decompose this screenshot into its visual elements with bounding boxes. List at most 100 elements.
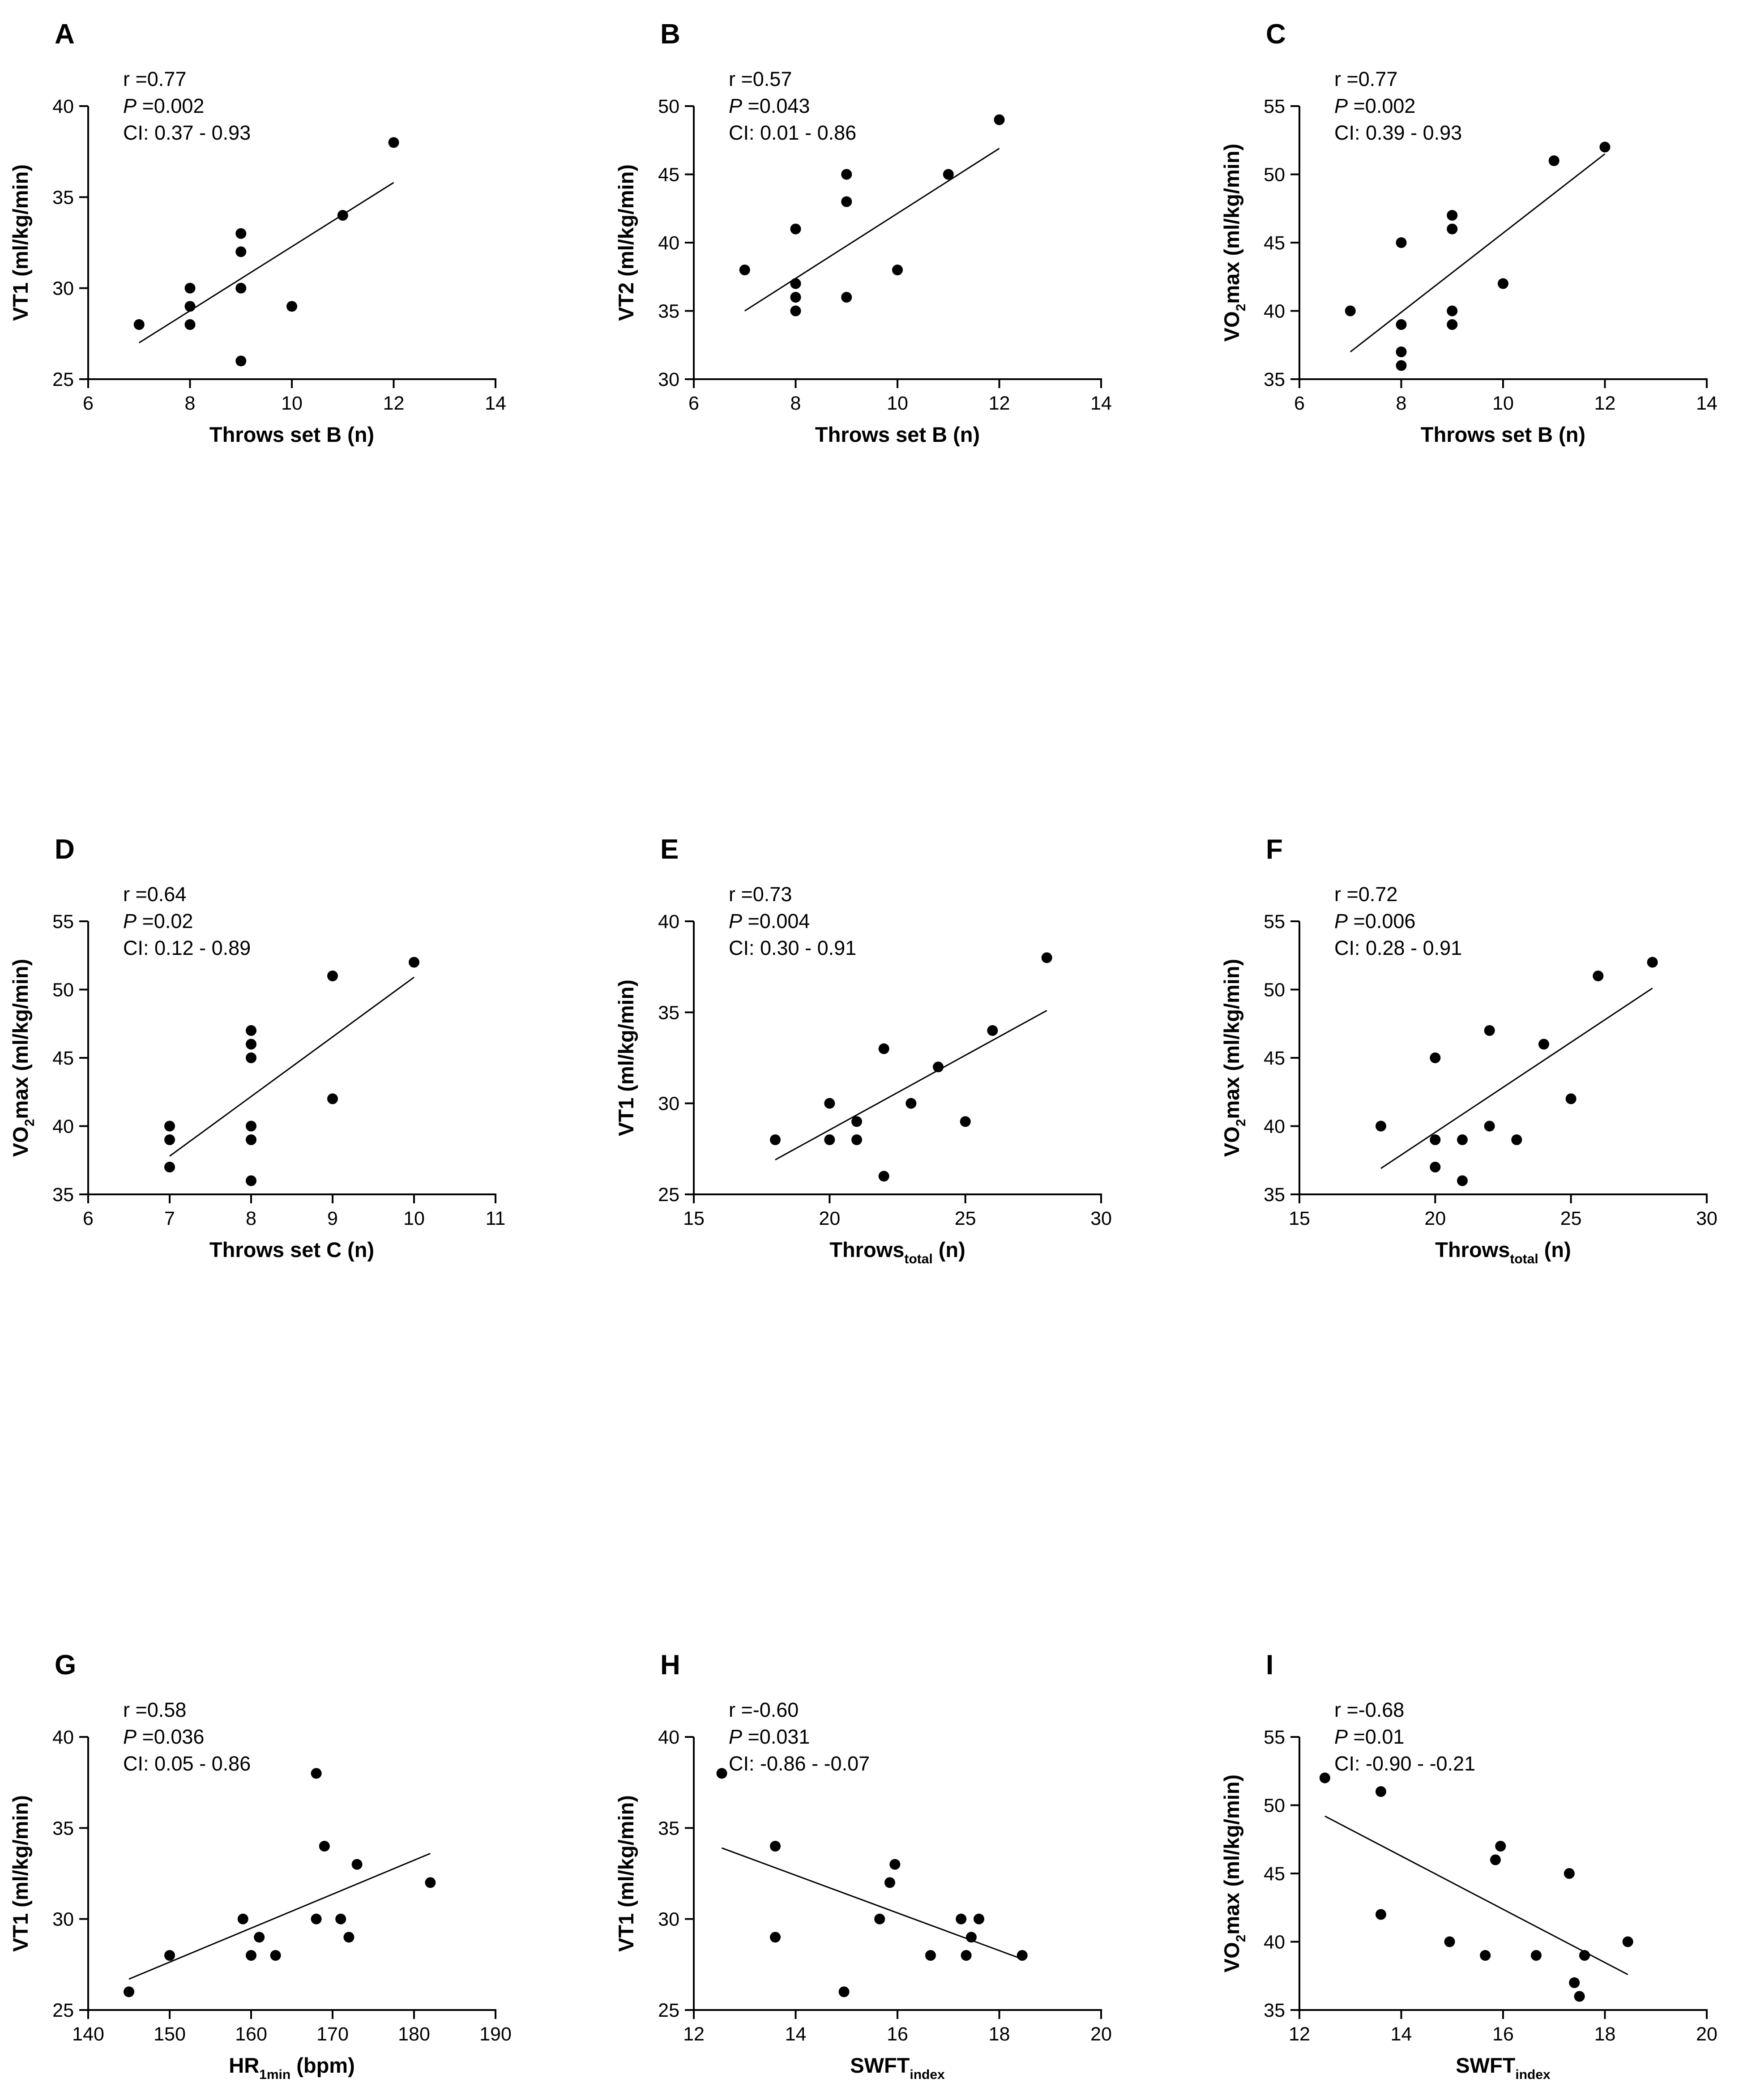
x-axis-label: Throws set B (n)	[815, 423, 980, 446]
y-tick-label: 35	[52, 1184, 74, 1206]
x-tick-label: 10	[887, 393, 908, 414]
data-point	[892, 265, 903, 275]
data-point	[851, 1134, 862, 1145]
data-point	[841, 292, 852, 303]
x-tick-label: 14	[1090, 393, 1112, 414]
x-tick-label: 15	[683, 1208, 705, 1229]
data-point	[1569, 1977, 1580, 1988]
panel-letter: H	[660, 1650, 680, 1681]
data-point	[1484, 1121, 1495, 1132]
y-axis-label: VO2max (ml/kg/min)	[1220, 1775, 1248, 1972]
regression-line	[775, 1009, 1047, 1161]
x-tick-label: 6	[1294, 393, 1305, 414]
data-point	[956, 1913, 967, 1925]
regression-line	[1350, 153, 1606, 353]
y-tick-label: 25	[658, 1184, 679, 1206]
data-point	[960, 1116, 971, 1127]
data-point	[824, 1098, 835, 1109]
panel-d: Dr =0.64 P =0.02 CI: 0.12 - 0.89 35 40 45 50 55…	[9, 834, 505, 1262]
data-point	[335, 1913, 346, 1925]
data-point	[164, 1950, 175, 1961]
x-tick-label: 18	[1594, 2023, 1616, 2045]
stat-r: r =0.77	[123, 68, 186, 90]
data-point	[409, 957, 419, 968]
data-point	[824, 1134, 835, 1145]
x-tick-label: 12	[989, 393, 1010, 414]
x-tick-label: 170	[316, 2023, 349, 2045]
panel-letter: C	[1266, 19, 1286, 50]
data-point	[987, 1025, 998, 1036]
stat-p: P =0.004	[729, 910, 810, 932]
stat-p: P =0.01	[1334, 1725, 1404, 1748]
y-tick-label: 55	[1264, 96, 1285, 117]
y-tick-label: 40	[658, 232, 679, 254]
x-tick-label: 12	[1289, 2023, 1310, 2045]
x-tick-label: 7	[164, 1208, 175, 1229]
data-point	[1430, 1162, 1441, 1172]
stat-p: P =0.002	[1334, 94, 1415, 117]
data-point	[1396, 237, 1407, 248]
data-point	[1579, 1950, 1590, 1961]
data-point	[1647, 957, 1658, 968]
y-tick-label: 35	[52, 187, 74, 208]
data-point	[246, 1175, 256, 1186]
x-tick-label: 25	[1560, 1208, 1582, 1229]
stat-r: r =0.77	[1334, 68, 1397, 90]
data-point	[164, 1121, 175, 1132]
data-point	[1511, 1134, 1522, 1145]
x-tick-label: 150	[154, 2023, 186, 2045]
x-tick-label: 8	[246, 1208, 256, 1229]
data-point	[884, 1877, 895, 1888]
y-tick-label: 35	[658, 1818, 679, 1839]
x-tick-label: 25	[955, 1208, 976, 1229]
data-point	[974, 1913, 984, 1925]
panel-a: Ar =0.77 P =0.002 CI: 0.37 - 0.93 25 30 35 40 6…	[9, 19, 506, 446]
stat-ci: CI: 0.39 - 0.93	[1334, 121, 1462, 144]
y-tick-label: 25	[52, 2000, 74, 2021]
regression-line	[722, 1847, 1023, 1960]
x-axis-label: SWFTindex	[850, 2053, 945, 2082]
data-point	[965, 1932, 977, 1943]
data-point	[1447, 305, 1458, 316]
data-point	[790, 305, 801, 316]
data-point	[1376, 1786, 1386, 1797]
panel-letter: A	[55, 19, 75, 50]
data-point	[343, 1932, 355, 1943]
x-tick-label: 30	[1696, 1208, 1717, 1229]
y-tick-label: 25	[52, 369, 74, 390]
x-tick-label: 9	[327, 1208, 338, 1229]
x-tick-label: 12	[1594, 393, 1616, 414]
x-axis-label: HR1min (bpm)	[229, 2053, 355, 2082]
data-point	[351, 1859, 363, 1870]
y-tick-label: 30	[658, 1093, 679, 1115]
data-point	[311, 1768, 322, 1779]
y-tick-label: 45	[1264, 1048, 1285, 1069]
data-point	[878, 1171, 889, 1182]
data-point	[961, 1950, 972, 1961]
y-tick-label: 30	[52, 1909, 74, 1930]
data-point	[425, 1877, 436, 1888]
y-axis-label: VT1 (ml/kg/min)	[614, 1795, 638, 1952]
panel-f: Fr =0.72 P =0.006 CI: 0.28 - 0.91 35 40 45 50 5…	[1220, 834, 1717, 1266]
x-tick-label: 20	[1090, 2023, 1112, 2045]
stat-r: r =0.58	[123, 1698, 186, 1721]
x-tick-label: 160	[235, 2023, 267, 2045]
regression-line	[138, 182, 394, 343]
y-tick-label: 45	[658, 164, 679, 186]
y-axis-label: VO2max (ml/kg/min)	[9, 959, 37, 1157]
stat-ci: CI: 0.30 - 0.91	[729, 937, 856, 959]
data-point	[1396, 319, 1407, 330]
data-point	[790, 223, 801, 235]
x-tick-label: 11	[486, 1208, 506, 1229]
data-point	[1565, 1093, 1576, 1104]
data-point	[994, 114, 1005, 125]
data-point	[790, 292, 801, 303]
y-tick-label: 35	[658, 301, 679, 322]
data-point	[184, 301, 196, 312]
stat-p: P =0.002	[123, 94, 204, 117]
data-point	[184, 319, 196, 330]
panel-g: Gr =0.58 P =0.036 CI: 0.05 - 0.86 25 30 35 40 1…	[9, 1650, 512, 2082]
x-axis-label: Throws set C (n)	[209, 1238, 374, 1262]
x-tick-label: 140	[72, 2023, 104, 2045]
